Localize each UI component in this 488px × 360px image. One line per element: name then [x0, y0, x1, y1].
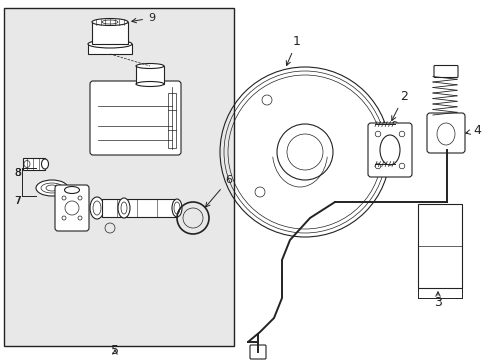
Text: 2: 2 — [391, 90, 407, 121]
Bar — [23, 158, 45, 170]
Text: 5: 5 — [111, 344, 119, 357]
Text: 1: 1 — [285, 35, 300, 66]
Ellipse shape — [64, 186, 80, 194]
Bar — [417, 204, 461, 288]
Ellipse shape — [118, 198, 130, 218]
Ellipse shape — [41, 159, 48, 169]
Ellipse shape — [136, 63, 163, 68]
Ellipse shape — [92, 18, 128, 26]
Ellipse shape — [174, 202, 180, 214]
FancyBboxPatch shape — [433, 66, 457, 77]
Ellipse shape — [24, 161, 30, 167]
Text: 6: 6 — [205, 175, 231, 207]
Text: 7: 7 — [14, 196, 20, 206]
FancyBboxPatch shape — [55, 185, 89, 231]
Bar — [92, 22, 128, 44]
Bar — [136, 66, 163, 84]
Bar — [102, 199, 177, 217]
Ellipse shape — [93, 201, 101, 215]
Ellipse shape — [88, 40, 132, 48]
FancyBboxPatch shape — [367, 123, 411, 177]
FancyBboxPatch shape — [249, 345, 265, 359]
FancyBboxPatch shape — [90, 81, 181, 155]
Text: 7: 7 — [14, 196, 21, 206]
Ellipse shape — [46, 185, 58, 191]
Text: 8: 8 — [14, 168, 21, 178]
Text: 4: 4 — [465, 124, 480, 137]
Bar — [4, 8, 234, 346]
Ellipse shape — [102, 20, 118, 24]
Ellipse shape — [41, 183, 63, 193]
Ellipse shape — [36, 180, 68, 196]
Ellipse shape — [136, 81, 163, 86]
Text: 9: 9 — [132, 13, 155, 23]
Ellipse shape — [172, 199, 182, 217]
Text: 3: 3 — [433, 296, 441, 309]
Ellipse shape — [90, 197, 104, 219]
Bar — [168, 93, 176, 148]
Text: 8: 8 — [14, 168, 20, 178]
Bar — [88, 44, 132, 54]
FancyBboxPatch shape — [426, 113, 464, 153]
Ellipse shape — [121, 202, 127, 214]
